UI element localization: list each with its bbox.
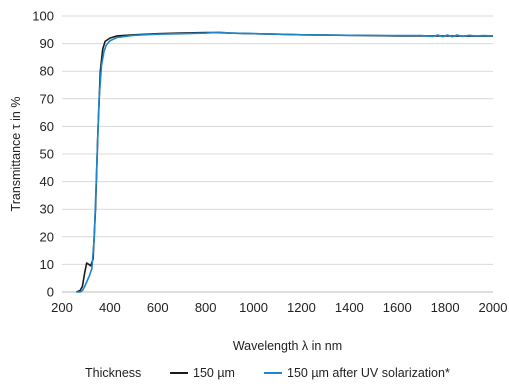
y-tick-label: 50 (40, 147, 54, 162)
x-tick-label: 400 (99, 300, 121, 315)
y-tick-label: 10 (40, 257, 54, 272)
y-tick-label: 70 (40, 91, 54, 106)
y-tick-label: 100 (32, 9, 54, 24)
x-tick-label: 2000 (479, 300, 508, 315)
y-tick-label: 90 (40, 36, 54, 51)
x-axis-label: Wavelength λ in nm (233, 339, 342, 353)
y-tick-label: 20 (40, 229, 54, 244)
x-tick-label: 1400 (335, 300, 364, 315)
x-tick-label: 1600 (383, 300, 412, 315)
x-tick-label: 800 (195, 300, 217, 315)
y-tick-label: 60 (40, 119, 54, 134)
series-line-2 (76, 31, 494, 293)
legend-item-1: 150 µm (193, 366, 235, 380)
y-tick-label: 30 (40, 202, 54, 217)
grid-lines (62, 15, 493, 293)
x-tick-label: 1200 (287, 300, 316, 315)
legend-item-2: 150 µm after UV solarization* (287, 366, 450, 380)
x-tick-label: 1800 (431, 300, 460, 315)
y-tick-label: 80 (40, 64, 54, 79)
legend-title: Thickness (85, 366, 141, 380)
x-axis-ticks: 200 400 600 800 1000 1200 1400 1600 1800 2000 (51, 300, 507, 315)
x-tick-label: 200 (51, 300, 73, 315)
y-tick-label: 0 (47, 285, 54, 300)
x-tick-label: 600 (147, 300, 169, 315)
y-axis-label: Transmittance τ in % (9, 97, 23, 212)
legend: Thickness 150 µm 150 µm after UV solariza… (85, 366, 450, 380)
x-tick-label: 1000 (239, 300, 268, 315)
series-lines (76, 31, 494, 293)
y-tick-label: 40 (40, 174, 54, 189)
y-axis-ticks: 0 10 20 30 40 50 60 70 80 90 100 (32, 9, 54, 300)
